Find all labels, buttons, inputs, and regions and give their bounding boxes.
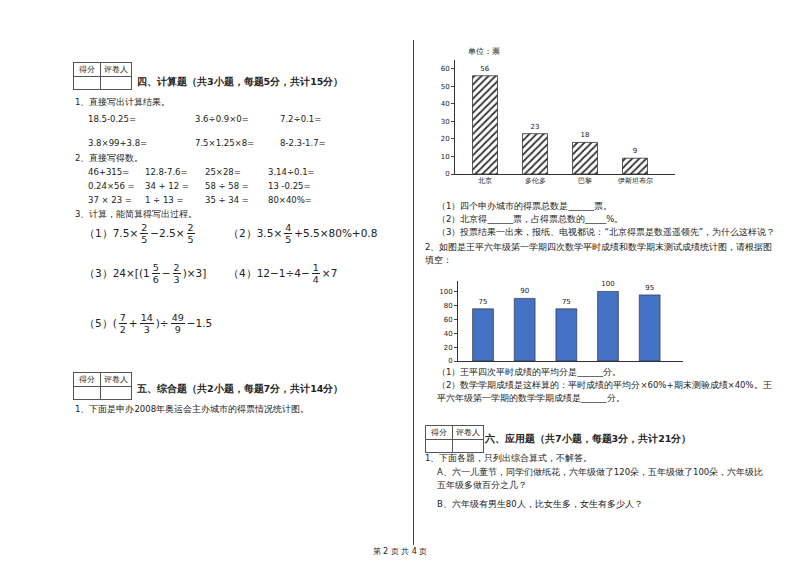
html-text:5: 5 xyxy=(285,234,292,245)
html-text:A、六一儿童节，同学们做纸花，六年级做了120朵，五年级做了: A、六一儿童节，同学们做纸花，六年级做了120朵，五年级做了100朵，六年级比五… xyxy=(437,467,764,490)
html-text:−1.5: −1.5 xyxy=(186,317,213,329)
svg-text:75: 75 xyxy=(479,298,488,306)
svg-text:60: 60 xyxy=(444,316,453,324)
svg-text:0: 0 xyxy=(448,357,452,365)
svg-text:40: 40 xyxy=(444,330,453,338)
html-text:得分: 得分 xyxy=(79,65,95,74)
html-text:7.5×1.25×8=: 7.5×1.25×8= xyxy=(195,138,255,148)
svg-text:20: 20 xyxy=(444,344,453,352)
html-text:（3）投票结果一出来，报纸、电视都说：“北京得票是数遥遥领先: （3）投票结果一出来，报纸、电视都说：“北京得票是数遥遥领先”，为什么这样说？ xyxy=(437,227,776,237)
html-text:5: 5 xyxy=(152,262,159,273)
html-text:3.14÷0.1=: 3.14÷0.1= xyxy=(268,167,315,177)
html-text:58 ÷ 58 =: 58 ÷ 58 = xyxy=(205,181,249,191)
html-text:5: 5 xyxy=(187,234,194,245)
html-text:35 ÷ 34 =: 35 ÷ 34 = xyxy=(205,195,249,205)
html-text:12.8-7.6=: 12.8-7.6= xyxy=(145,167,188,177)
html-text:18.5-0.25=: 18.5-0.25= xyxy=(88,114,136,124)
svg-text:75: 75 xyxy=(562,298,571,306)
svg-text:多伦多: 多伦多 xyxy=(525,177,546,185)
html-text:1、下面各题，只列出综合算式，不解答。: 1、下面各题，只列出综合算式，不解答。 xyxy=(425,453,593,463)
html-text:（2）3.5× 4: （2）3.5× 4 xyxy=(228,222,292,239)
html-text:2: 2 xyxy=(119,324,126,335)
html-text:34 + 12 =: 34 + 12 = xyxy=(145,181,189,191)
html-text:六、应用题（共7小题，每题3分，共计21分）: 六、应用题（共7小题，每题3分，共计21分） xyxy=(485,433,692,444)
svg-text:56: 56 xyxy=(480,65,489,73)
html-text:+5.5×80%+0.8: +5.5×80%+0.8 xyxy=(294,227,378,239)
html-text:46+315=: 46+315= xyxy=(88,167,130,177)
svg-text:90: 90 xyxy=(520,287,529,295)
svg-text:北京: 北京 xyxy=(478,177,492,185)
html-text:)×3]: )×3] xyxy=(182,267,207,279)
html-text:0.24×56 =: 0.24×56 = xyxy=(88,181,135,191)
svg-text:30: 30 xyxy=(441,118,450,126)
html-text:3.6÷0.9×0=: 3.6÷0.9×0= xyxy=(195,114,249,124)
html-text:（5）( 7: （5）( 7 xyxy=(84,312,126,329)
html-text:评卷人: 评卷人 xyxy=(104,375,128,384)
html-text:− 2: − 2 xyxy=(161,262,180,279)
svg-text:50: 50 xyxy=(441,83,450,91)
html-text:1 ÷ 13 =: 1 ÷ 13 = xyxy=(145,195,184,205)
html-text:五、综合题（共2小题，每题7分，共计14分）: 五、综合题（共2小题，每题7分，共计14分） xyxy=(137,383,344,394)
svg-text:0: 0 xyxy=(445,170,449,178)
html-text:13 -0.25=: 13 -0.25= xyxy=(268,181,311,191)
svg-text:巴黎: 巴黎 xyxy=(578,177,592,185)
html-text:1、下面是申办2008年奥运会主办城市的得票情况统计图。: 1、下面是申办2008年奥运会主办城市的得票情况统计图。 xyxy=(75,404,309,414)
html-text:7.2÷0.1=: 7.2÷0.1= xyxy=(280,114,322,124)
html-text:37 × 23 =: 37 × 23 = xyxy=(88,195,132,205)
html-text:（4）12−1÷4− 1: （4）12−1÷4− 1 xyxy=(228,262,319,279)
html-text:6: 6 xyxy=(152,274,159,285)
html-text:（2）数学学期成绩是这样算的：平时成绩的平均分×60%+期末: （2）数学学期成绩是这样算的：平时成绩的平均分×60%+期末测验成绩×40%。王… xyxy=(437,380,772,403)
svg-text:伊斯坦布尔: 伊斯坦布尔 xyxy=(618,177,653,185)
html-text:评卷人: 评卷人 xyxy=(456,428,480,437)
html-text:)÷ 49: )÷ 49 xyxy=(155,312,184,329)
html-text:25×28=: 25×28= xyxy=(205,167,241,177)
html-text:3: 3 xyxy=(143,324,150,335)
html-text:（1）王平四次平时成绩的平均分是______分。: （1）王平四次平时成绩的平均分是______分。 xyxy=(437,367,621,377)
svg-text:单位：票: 单位：票 xyxy=(468,47,500,56)
html-text:3、计算，能简算得写出过程。: 3、计算，能简算得写出过程。 xyxy=(75,209,198,219)
html-text:×7: ×7 xyxy=(321,267,338,279)
html-text:5: 5 xyxy=(141,234,148,245)
html-text:−2.5× 2: −2.5× 2 xyxy=(150,222,194,239)
html-text:8-2.3-1.7=: 8-2.3-1.7= xyxy=(280,138,326,148)
svg-text:18: 18 xyxy=(581,131,590,139)
html-text:第 2 页 共 4 页: 第 2 页 共 4 页 xyxy=(372,547,428,556)
html-text:+ 14: + 14 xyxy=(128,312,153,329)
html-text:9: 9 xyxy=(174,324,181,335)
html-text:四、计算题（共3小题，每题5分，共计15分）: 四、计算题（共3小题，每题5分，共计15分） xyxy=(137,76,344,87)
html-text:4: 4 xyxy=(312,274,319,285)
html-text:3.8×99+3.8=: 3.8×99+3.8= xyxy=(88,138,148,148)
html-text:得分: 得分 xyxy=(431,428,447,437)
html-text:B、六年级有男生80人，比女生多，女生有多少人？: B、六年级有男生80人，比女生多，女生有多少人？ xyxy=(437,499,643,509)
svg-text:20: 20 xyxy=(441,135,450,143)
html-text:2、直接写得数。: 2、直接写得数。 xyxy=(75,153,144,163)
html-text:（2）北京得______票，占得票总数的_____%。: （2）北京得______票，占得票总数的_____%。 xyxy=(437,214,624,224)
html-text:（1）四个申办城市的得票总数是______票。: （1）四个申办城市的得票总数是______票。 xyxy=(437,201,612,211)
html-text:1、直接写出计算结果。: 1、直接写出计算结果。 xyxy=(75,97,171,107)
svg-text:9: 9 xyxy=(633,147,637,155)
svg-text:100: 100 xyxy=(601,280,614,288)
html-text:80×40%=: 80×40%= xyxy=(268,195,312,205)
svg-text:40: 40 xyxy=(441,100,450,108)
html-text:得分: 得分 xyxy=(79,375,95,384)
html-text:评卷人: 评卷人 xyxy=(104,65,128,74)
svg-text:10: 10 xyxy=(441,153,450,161)
html-text:2、如图是王平六年级第一学期四次数学平时成绩和数学期末测试成: 2、如图是王平六年级第一学期四次数学平时成绩和数学期末测试成绩统计图，请根据图填… xyxy=(425,242,773,265)
html-text:（1）7.5× 2: （1）7.5× 2 xyxy=(84,222,148,239)
html-text:3: 3 xyxy=(173,274,180,285)
svg-text:80: 80 xyxy=(444,302,453,310)
svg-text:95: 95 xyxy=(645,284,654,292)
html-text:（3）24×[(1: （3）24×[(1 xyxy=(84,267,150,279)
svg-text:23: 23 xyxy=(531,123,540,131)
svg-text:100: 100 xyxy=(439,288,452,296)
svg-text:60: 60 xyxy=(441,65,450,73)
